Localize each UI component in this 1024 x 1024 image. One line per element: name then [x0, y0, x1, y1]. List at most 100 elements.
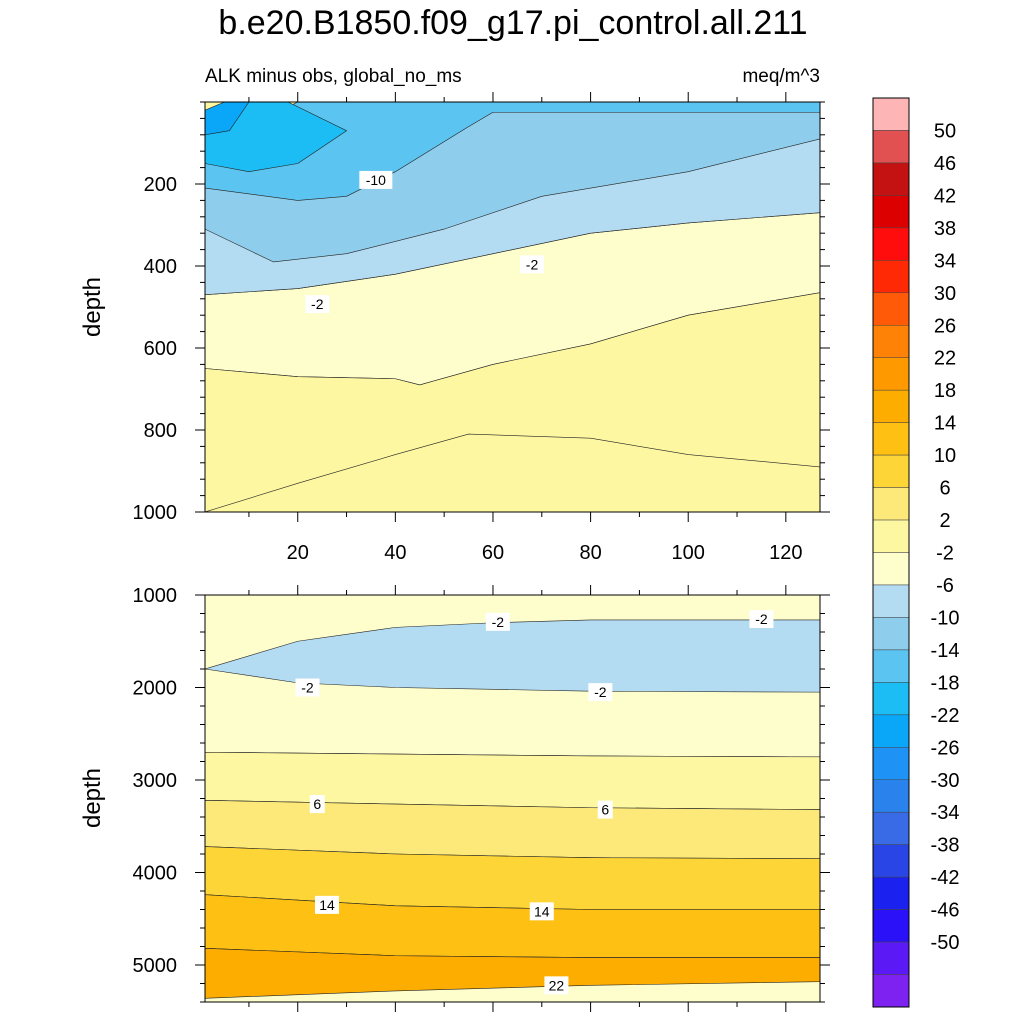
upper-ylabel: depth: [79, 277, 106, 337]
upper-ytick-label-4: 1000: [133, 502, 178, 524]
upper-contour-label-box-0: [359, 170, 393, 189]
colorbar-label-21: -34: [931, 802, 960, 824]
upper-contour-label-0: -10: [366, 172, 386, 188]
lower-contour-band-3: [205, 800, 820, 859]
colorbar-swatch-22: [872, 811, 910, 845]
lower-contour-band-2: [205, 751, 820, 810]
colorbar-label-6: 26: [934, 315, 956, 337]
colorbar-swatch-20: [872, 747, 910, 780]
lower-contour-label-8: 22: [549, 977, 565, 993]
lower-contour-label-box-6: [315, 895, 340, 914]
lower-contour-label-1: -2: [755, 611, 768, 627]
upper-xtick-label-3: 80: [579, 542, 601, 564]
colorbar-swatch-11: [872, 454, 910, 488]
upper-contour-band-6: [205, 102, 250, 136]
colorbar-swatch-15: [872, 584, 910, 618]
lower-contour-label-box-0: [485, 612, 510, 631]
lower-contour-label-box-1: [749, 610, 774, 629]
lower-contour-label-5: 6: [601, 802, 609, 818]
lower-contour-label-2: -2: [301, 680, 314, 696]
lower-contour-label-0: -2: [492, 614, 505, 630]
colorbar: 50 46 42 38 34 30 26 22 18 14 10 6 2 -2 -6 -10 -14 -18 -22…: [872, 97, 960, 1008]
colorbar-swatch-8: [872, 357, 910, 391]
colorbar-label-9: 14: [934, 413, 956, 435]
colorbar-swatch-4: [872, 227, 910, 261]
colorbar-label-17: -18: [931, 672, 960, 694]
lower-contour-label-7: 14: [534, 903, 550, 919]
lower-ytick-label-4: 5000: [133, 955, 178, 977]
colorbar-swatch-6: [872, 292, 910, 326]
upper-xtick-label-5: 120: [769, 542, 802, 564]
upper-contour-label-1: -2: [526, 256, 539, 272]
upper-ytick-label-0: 200: [144, 174, 177, 196]
left-subtitle: ALK minus obs, global_no_ms: [205, 66, 462, 87]
colorbar-swatch-27: [872, 974, 910, 1008]
colorbar-swatch-10: [872, 422, 910, 456]
colorbar-label-11: 6: [939, 478, 950, 500]
lower-contour-label-4: 6: [313, 796, 321, 812]
colorbar-swatch-7: [872, 325, 910, 358]
colorbar-label-20: -30: [931, 770, 960, 792]
colorbar-swatch-12: [872, 487, 910, 521]
colorbar-swatch-3: [872, 195, 910, 229]
upper-contour-band-5: [205, 102, 347, 172]
colorbar-swatch-23: [872, 844, 910, 878]
colorbar-label-5: 30: [934, 283, 956, 305]
lower-contour-label-box-8: [544, 976, 569, 995]
upper-panel: -10 -2 -2 200 400 600 800 1000 20 40 60 80 100 120 dep…: [79, 92, 830, 564]
lower-ytick-label-3: 4000: [133, 863, 178, 885]
upper-plot-frame: [204, 101, 821, 513]
colorbar-label-8: 18: [934, 380, 956, 402]
colorbar-label-16: -14: [931, 640, 960, 662]
colorbar-swatch-17: [872, 649, 910, 683]
upper-ytick-label-2: 600: [144, 338, 177, 360]
lower-panel: -2 -2 -2 -2 6 6 14 14 22 1000 2000 3000 4000 5000 dept…: [79, 585, 830, 1012]
colorbar-label-25: -50: [931, 932, 960, 954]
colorbar-label-2: 42: [934, 185, 956, 207]
lower-contour-band-6: [205, 948, 820, 999]
colorbar-label-24: -46: [931, 900, 960, 922]
colorbar-label-14: -6: [936, 575, 954, 597]
colorbar-label-23: -42: [931, 867, 960, 889]
colorbar-swatch-24: [872, 876, 910, 910]
colorbar-label-12: 2: [939, 510, 950, 532]
colorbar-swatch-9: [872, 389, 910, 423]
lower-contour-label-box-3: [588, 683, 613, 702]
colorbar-swatch-21: [872, 779, 910, 813]
colorbar-label-0: 50: [934, 120, 956, 142]
colorbar-swatch-19: [872, 714, 910, 748]
colorbar-label-22: -38: [931, 835, 960, 857]
colorbar-label-10: 10: [934, 445, 956, 467]
lower-ytick-label-1: 2000: [133, 678, 178, 700]
upper-contour-band-1: [205, 292, 820, 512]
colorbar-swatch-13: [872, 519, 910, 553]
colorbar-swatch-16: [872, 617, 910, 651]
lower-contour-label-box-5: [597, 800, 613, 819]
lower-contour-label-6: 14: [319, 897, 335, 913]
colorbar-swatch-26: [872, 941, 910, 975]
lower-contour-label-box-7: [529, 902, 554, 921]
upper-xtick-label-0: 20: [287, 542, 309, 564]
lower-ylabel: depth: [79, 768, 106, 828]
colorbar-label-19: -26: [931, 737, 960, 759]
lower-contour-label-3: -2: [594, 684, 607, 700]
upper-contour-label-2: -2: [311, 296, 324, 312]
upper-contour-label-box-1: [520, 255, 545, 274]
colorbar-swatch-18: [872, 682, 910, 716]
colorbar-label-1: 46: [934, 153, 956, 175]
upper-xtick-label-1: 40: [384, 542, 406, 564]
colorbar-label-15: -10: [931, 607, 960, 629]
lower-ytick-label-2: 3000: [133, 770, 178, 792]
lower-contour-label-box-4: [309, 795, 325, 814]
colorbar-swatch-14: [872, 552, 910, 586]
lower-ytick-label-0: 1000: [133, 585, 178, 607]
upper-xtick-label-4: 100: [672, 542, 705, 564]
upper-ytick-label-1: 400: [144, 256, 177, 278]
lower-contour-band-1: [205, 619, 820, 693]
colorbar-swatch-25: [872, 909, 910, 943]
colorbar-label-18: -22: [931, 705, 960, 727]
colorbar-swatch-5: [872, 260, 910, 294]
upper-ytick-label-3: 800: [144, 420, 177, 442]
colorbar-label-7: 22: [934, 348, 956, 370]
colorbar-label-4: 34: [934, 250, 956, 272]
